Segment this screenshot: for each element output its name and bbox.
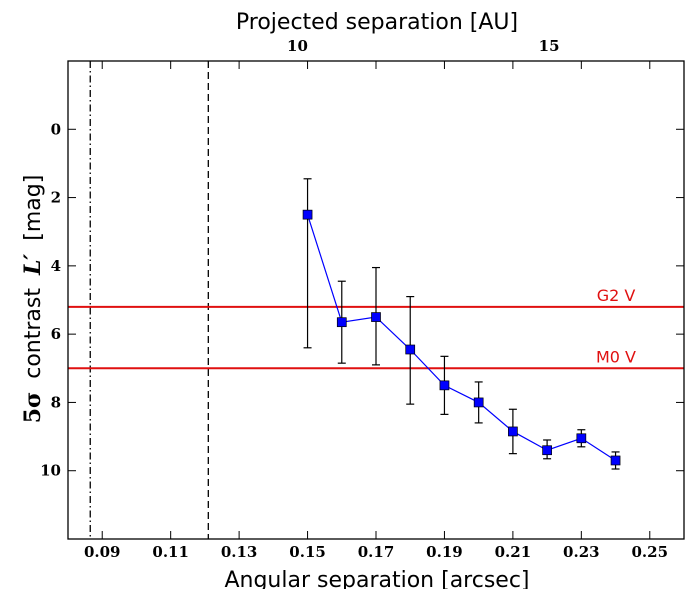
data-point xyxy=(610,455,621,466)
x-tick-label: 0.25 xyxy=(632,543,669,561)
axis-ticks: 0.09 0.11 0.13 0.15 0.17 0.19 0.21 0.23 0.25 0 2 4 6… xyxy=(40,37,684,561)
plot-area: G2 V M0 V xyxy=(68,61,684,539)
x-tick-label: 0.19 xyxy=(426,543,463,561)
data-point xyxy=(302,209,313,220)
y-axis-label-var: L′ xyxy=(20,254,46,276)
data-point xyxy=(336,317,347,328)
y-tick-label: 6 xyxy=(51,325,61,343)
x-tick-label: 0.15 xyxy=(289,543,326,561)
hline-label-1: M0 V xyxy=(596,347,636,366)
data-point xyxy=(473,397,484,408)
x-tick-label: 0.11 xyxy=(152,543,189,561)
y-tick-label: 8 xyxy=(51,393,61,411)
top-x-tick-label: 10 xyxy=(287,37,308,55)
data-point xyxy=(371,312,381,322)
data-point xyxy=(439,380,450,391)
data-point xyxy=(576,433,587,444)
x-tick-label: 0.13 xyxy=(221,543,258,561)
data-point xyxy=(405,344,416,355)
top-x-tick-label: 15 xyxy=(539,37,560,55)
x-tick-label: 0.23 xyxy=(563,543,600,561)
x-tick-label: 0.21 xyxy=(495,543,532,561)
hline-label-0: G2 V xyxy=(597,286,636,305)
y-axis-label-prefix: 5σ xyxy=(20,392,46,424)
y-tick-label: 2 xyxy=(51,189,61,207)
data-point xyxy=(542,445,552,456)
y-tick-label: 4 xyxy=(51,257,61,275)
x-axis-label: Angular separation [arcsec] xyxy=(224,568,529,589)
data-point xyxy=(508,426,518,437)
y-tick-label: 0 xyxy=(51,120,61,138)
axes-frame xyxy=(67,60,685,540)
x-tick-label: 0.09 xyxy=(84,543,121,561)
top-axis-label: Projected separation [AU] xyxy=(236,10,518,35)
y-tick-label: 10 xyxy=(40,462,61,480)
x-tick-label: 0.17 xyxy=(358,543,395,561)
y-axis-label-mid: contrast xyxy=(21,288,46,379)
series-line xyxy=(306,214,616,461)
y-axis-label: 5σ contrast L′ [mag] xyxy=(20,175,46,424)
y-axis-label-unit: [mag] xyxy=(21,175,46,241)
